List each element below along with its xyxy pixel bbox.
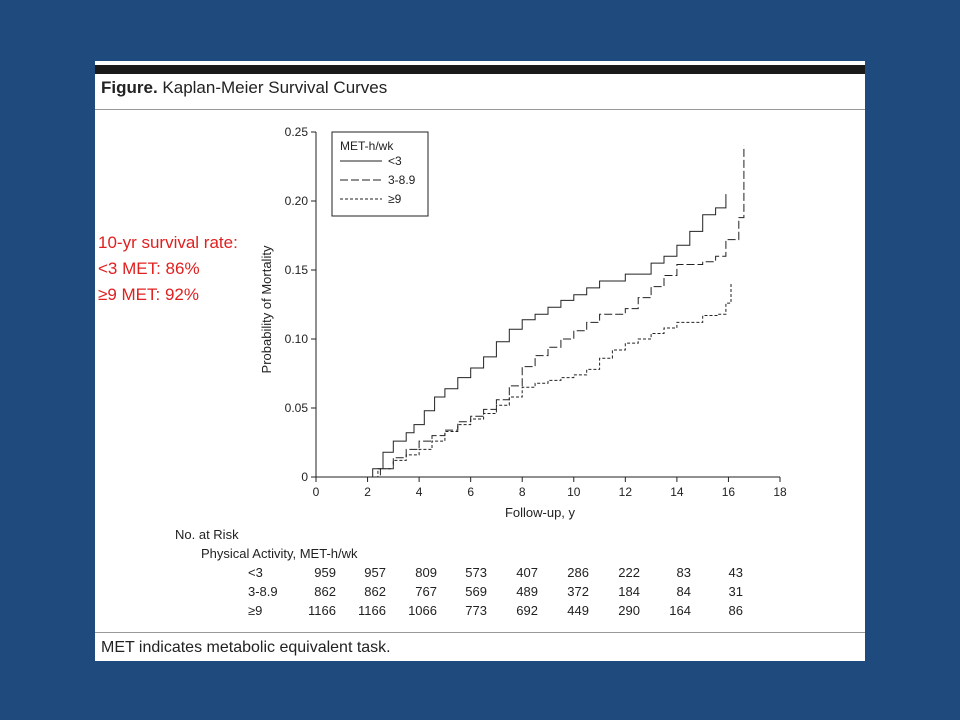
annotation-line: <3 MET: 86% xyxy=(98,256,238,282)
risk-cell: 1166 xyxy=(308,603,336,618)
kaplan-meier-chart: 0 2 4 6 8 10 12 14 16 18 0 0.05 0.10 0.15 0.20 0.25 Foll… xyxy=(95,61,865,631)
annotation-line: ≥9 MET: 92% xyxy=(98,282,238,308)
risk-row-label: ≥9 xyxy=(248,603,262,618)
figure-footnote: MET indicates metabolic equivalent task. xyxy=(101,639,391,657)
risk-cell: 809 xyxy=(415,565,437,580)
legend-entry-label: ≥9 xyxy=(388,192,402,206)
risk-cell: 862 xyxy=(364,584,386,599)
risk-cell: 489 xyxy=(516,584,538,599)
x-tick-label: 6 xyxy=(467,485,474,499)
risk-cell: 164 xyxy=(669,603,691,618)
x-tick-label: 10 xyxy=(567,485,581,499)
risk-cell: 86 xyxy=(729,603,743,618)
chart-legend: MET-h/wk<3 3-8.9 ≥9 xyxy=(332,132,428,216)
risk-cell: 222 xyxy=(618,565,640,580)
risk-cell: 286 xyxy=(567,565,589,580)
risk-cell: 84 xyxy=(677,584,691,599)
x-tick-label: 2 xyxy=(364,485,371,499)
risk-cell: 184 xyxy=(618,584,640,599)
y-tick-label: 0 xyxy=(301,470,308,484)
risk-cell: 43 xyxy=(729,565,743,580)
risk-cell: 862 xyxy=(314,584,336,599)
risk-cell: 83 xyxy=(677,565,691,580)
y-tick-label: 0.05 xyxy=(285,401,309,415)
x-tick-label: 16 xyxy=(722,485,736,499)
risk-table: No. at Risk Physical Activity, MET-h/wk <3… xyxy=(175,527,743,618)
y-axis-label: Probability of Mortality xyxy=(259,245,274,373)
x-tick-label: 0 xyxy=(313,485,320,499)
risk-table-heading: No. at Risk xyxy=(175,527,239,542)
x-tick-label: 18 xyxy=(773,485,787,499)
risk-cell: 692 xyxy=(516,603,538,618)
risk-row-label: 3-8.9 xyxy=(248,584,278,599)
x-tick-label: 8 xyxy=(519,485,526,499)
legend-title: MET-h/wk xyxy=(340,139,394,153)
y-tick-label: 0.10 xyxy=(285,332,309,346)
risk-cell: 449 xyxy=(567,603,589,618)
risk-cell: 31 xyxy=(729,584,743,599)
x-tick-label: 14 xyxy=(670,485,684,499)
footer-divider xyxy=(95,632,865,633)
risk-cell: 773 xyxy=(465,603,487,618)
risk-cell: 1166 xyxy=(358,603,386,618)
x-tick-label: 12 xyxy=(619,485,633,499)
risk-cell: 573 xyxy=(465,565,487,580)
risk-cell: 372 xyxy=(567,584,589,599)
x-tick-label: 4 xyxy=(416,485,423,499)
series-line-2 xyxy=(316,284,731,477)
risk-cell: 959 xyxy=(314,565,336,580)
risk-cell: 407 xyxy=(516,565,538,580)
risk-row-label: <3 xyxy=(248,565,263,580)
annotation-line: 10-yr survival rate: xyxy=(98,230,238,256)
risk-cell: 1066 xyxy=(408,603,437,618)
risk-cell: 957 xyxy=(364,565,386,580)
risk-cell: 767 xyxy=(415,584,437,599)
y-tick-label: 0.20 xyxy=(285,194,309,208)
legend-entry-label: <3 xyxy=(388,154,402,168)
y-tick-label: 0.15 xyxy=(285,263,309,277)
risk-table-subheading: Physical Activity, MET-h/wk xyxy=(201,546,358,561)
survival-rate-annotation: 10-yr survival rate: <3 MET: 86% ≥9 MET:… xyxy=(98,230,238,308)
risk-cell: 290 xyxy=(618,603,640,618)
risk-cell: 569 xyxy=(465,584,487,599)
x-axis-label: Follow-up, y xyxy=(505,505,576,520)
series-line-0 xyxy=(316,194,726,477)
legend-entry-label: 3-8.9 xyxy=(388,173,416,187)
y-tick-label: 0.25 xyxy=(285,125,309,139)
